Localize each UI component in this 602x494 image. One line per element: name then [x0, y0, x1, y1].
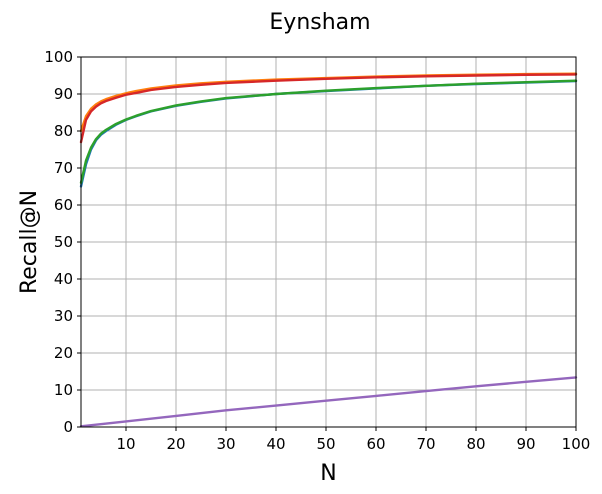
x-tick-label: 80: [466, 435, 485, 453]
y-tick-label: 80: [54, 122, 73, 140]
y-tick-label: 90: [54, 85, 73, 103]
y-tick-label: 30: [54, 307, 73, 325]
series-line-5: [79, 376, 578, 428]
ticks: 10 20 30 40 50 60 70 80 90 100 0 10 20 30 40 50 60 70 80 90…: [44, 48, 590, 453]
series-layer: [79, 72, 578, 428]
x-tick-label: 60: [366, 435, 385, 453]
x-tick-label: 50: [316, 435, 335, 453]
x-tick-label: 40: [266, 435, 285, 453]
x-tick-label: 100: [562, 435, 591, 453]
x-axis-title: N: [320, 461, 336, 486]
x-tick-label: 30: [216, 435, 235, 453]
x-tick-label: 70: [416, 435, 435, 453]
series-line-3: [79, 79, 578, 185]
y-tick-label: 70: [54, 159, 73, 177]
grid: [81, 56, 577, 428]
y-tick-label: 0: [63, 418, 73, 436]
y-tick-label: 20: [54, 344, 73, 362]
x-tick-label: 90: [516, 435, 535, 453]
y-axis-title: Recall@N: [17, 190, 42, 294]
x-tick-label: 10: [116, 435, 135, 453]
series-line-1: [79, 79, 578, 188]
series-line-4: [79, 73, 578, 144]
x-tick-label: 20: [166, 435, 185, 453]
y-tick-label: 60: [54, 196, 73, 214]
y-tick-label: 40: [54, 270, 73, 288]
y-tick-label: 50: [54, 233, 73, 251]
chart-title: Eynsham: [269, 10, 370, 35]
y-tick-label: 100: [44, 48, 73, 66]
y-tick-label: 10: [54, 381, 73, 399]
